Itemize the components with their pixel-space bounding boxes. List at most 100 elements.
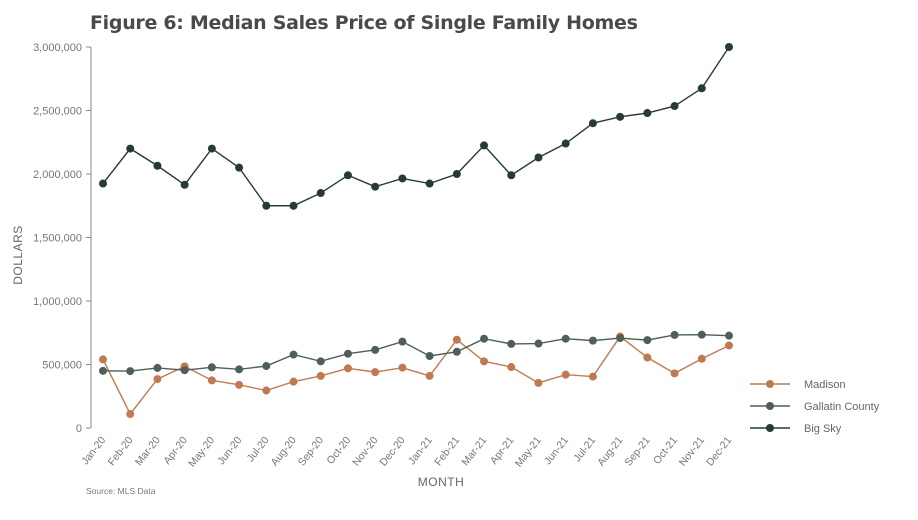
x-tick-label: Oct-20 (324, 434, 353, 466)
x-tick-label: Feb-21 (432, 434, 462, 468)
data-point-gallatin-county (670, 330, 679, 339)
data-point-big-sky (452, 170, 461, 178)
series-lines (99, 43, 733, 419)
data-point-big-sky (289, 201, 298, 210)
data-point-big-sky (207, 144, 216, 153)
x-tick-label: Jan-21 (406, 434, 435, 467)
data-point-gallatin-county (534, 339, 543, 348)
x-tick-label: Nov-21 (677, 434, 707, 468)
data-point-madison (697, 354, 706, 363)
data-point-madison (561, 370, 570, 379)
x-axis-label: MONTH (418, 475, 465, 489)
data-point-big-sky (725, 43, 733, 51)
data-point-gallatin-county (343, 349, 352, 358)
x-tick-label: Jan-20 (79, 434, 108, 467)
series-line-madison (102, 335, 730, 416)
data-point-madison (588, 372, 597, 381)
data-point-big-sky (480, 141, 489, 150)
data-point-gallatin-county (371, 345, 380, 354)
x-tick-label: Sep-21 (622, 434, 652, 468)
series-line-gallatin-county (102, 333, 730, 372)
data-point-gallatin-county (507, 339, 516, 348)
x-tick-label: Jun-21 (542, 434, 571, 467)
data-point-madison (343, 364, 352, 373)
data-point-madison (425, 371, 434, 380)
data-point-gallatin-county (452, 347, 461, 356)
data-point-big-sky (425, 179, 434, 188)
data-point-big-sky (670, 102, 679, 111)
data-point-madison (153, 375, 162, 384)
legend-label-madison: Madison (804, 379, 846, 391)
legend-marker-madison (766, 380, 774, 388)
data-point-gallatin-county (262, 362, 271, 371)
x-tick-label: Nov-20 (350, 434, 380, 468)
legend-marker-big-sky (766, 424, 774, 432)
legend-label-gallatin-county: Gallatin County (804, 401, 880, 413)
data-point-gallatin-county (588, 336, 597, 345)
data-point-big-sky (588, 119, 597, 128)
x-tick-label: Mar-21 (459, 434, 489, 468)
data-point-madison (643, 353, 652, 362)
x-tick-label: Feb-20 (106, 434, 136, 468)
data-point-big-sky (561, 139, 570, 148)
x-tick-label: Jul-21 (571, 434, 598, 464)
data-point-gallatin-county (398, 337, 407, 346)
chart-title: Figure 6: Median Sales Price of Single F… (90, 12, 638, 34)
data-point-madison (480, 357, 489, 366)
data-point-gallatin-county (561, 334, 570, 343)
x-tick-label: Jun-20 (215, 434, 244, 467)
y-tick-label: 500,000 (42, 360, 82, 372)
x-tick-label: May-21 (513, 434, 544, 469)
legend-label-big-sky: Big Sky (804, 423, 842, 435)
data-point-madison (289, 377, 298, 386)
data-point-gallatin-county (289, 350, 298, 359)
data-point-madison (207, 376, 216, 385)
data-point-gallatin-county (180, 366, 189, 375)
series-line-big-sky (102, 46, 730, 207)
x-tick-label: Oct-21 (651, 434, 680, 466)
source-note: Source: MLS Data (86, 486, 156, 496)
data-point-big-sky (126, 144, 135, 153)
x-tick-label: Jul-20 (245, 434, 272, 464)
data-point-big-sky (371, 182, 380, 191)
y-tick-label: 3,000,000 (33, 42, 82, 54)
data-point-big-sky (99, 179, 107, 188)
data-point-madison (262, 386, 271, 395)
data-point-madison (534, 378, 543, 387)
data-point-gallatin-county (153, 363, 162, 372)
data-point-madison (99, 355, 107, 364)
data-point-madison (235, 380, 244, 389)
data-point-big-sky (697, 84, 706, 93)
data-point-madison (371, 368, 380, 377)
y-tick-label: 2,000,000 (33, 169, 82, 181)
data-point-big-sky (643, 109, 652, 118)
data-point-big-sky (398, 174, 407, 183)
x-tick-label: Dec-20 (377, 434, 407, 468)
data-point-madison (126, 410, 135, 419)
data-point-gallatin-county (425, 351, 434, 360)
data-point-big-sky (153, 161, 162, 170)
legend-marker-gallatin-county (766, 402, 774, 410)
data-point-big-sky (316, 189, 325, 198)
data-point-madison (507, 363, 516, 372)
data-point-madison (398, 363, 407, 372)
data-point-gallatin-county (725, 331, 733, 340)
data-point-madison (316, 371, 325, 380)
data-point-gallatin-county (697, 330, 706, 339)
data-point-big-sky (235, 163, 244, 172)
y-tick-label: 1,500,000 (33, 233, 82, 245)
data-point-big-sky (262, 201, 271, 210)
x-tick-label: Sep-20 (296, 434, 326, 468)
data-point-madison (452, 335, 461, 344)
x-tick-label: Dec-21 (704, 434, 734, 468)
data-point-big-sky (343, 171, 352, 180)
data-point-big-sky (507, 171, 516, 180)
x-tick-label: Mar-20 (133, 434, 163, 468)
x-tick-label: Aug-20 (269, 434, 299, 468)
data-point-gallatin-county (480, 334, 489, 343)
data-point-madison (725, 341, 733, 350)
data-point-gallatin-county (235, 365, 244, 374)
x-tick-label: May-20 (186, 434, 217, 469)
y-tick-label: 1,000,000 (33, 296, 82, 308)
